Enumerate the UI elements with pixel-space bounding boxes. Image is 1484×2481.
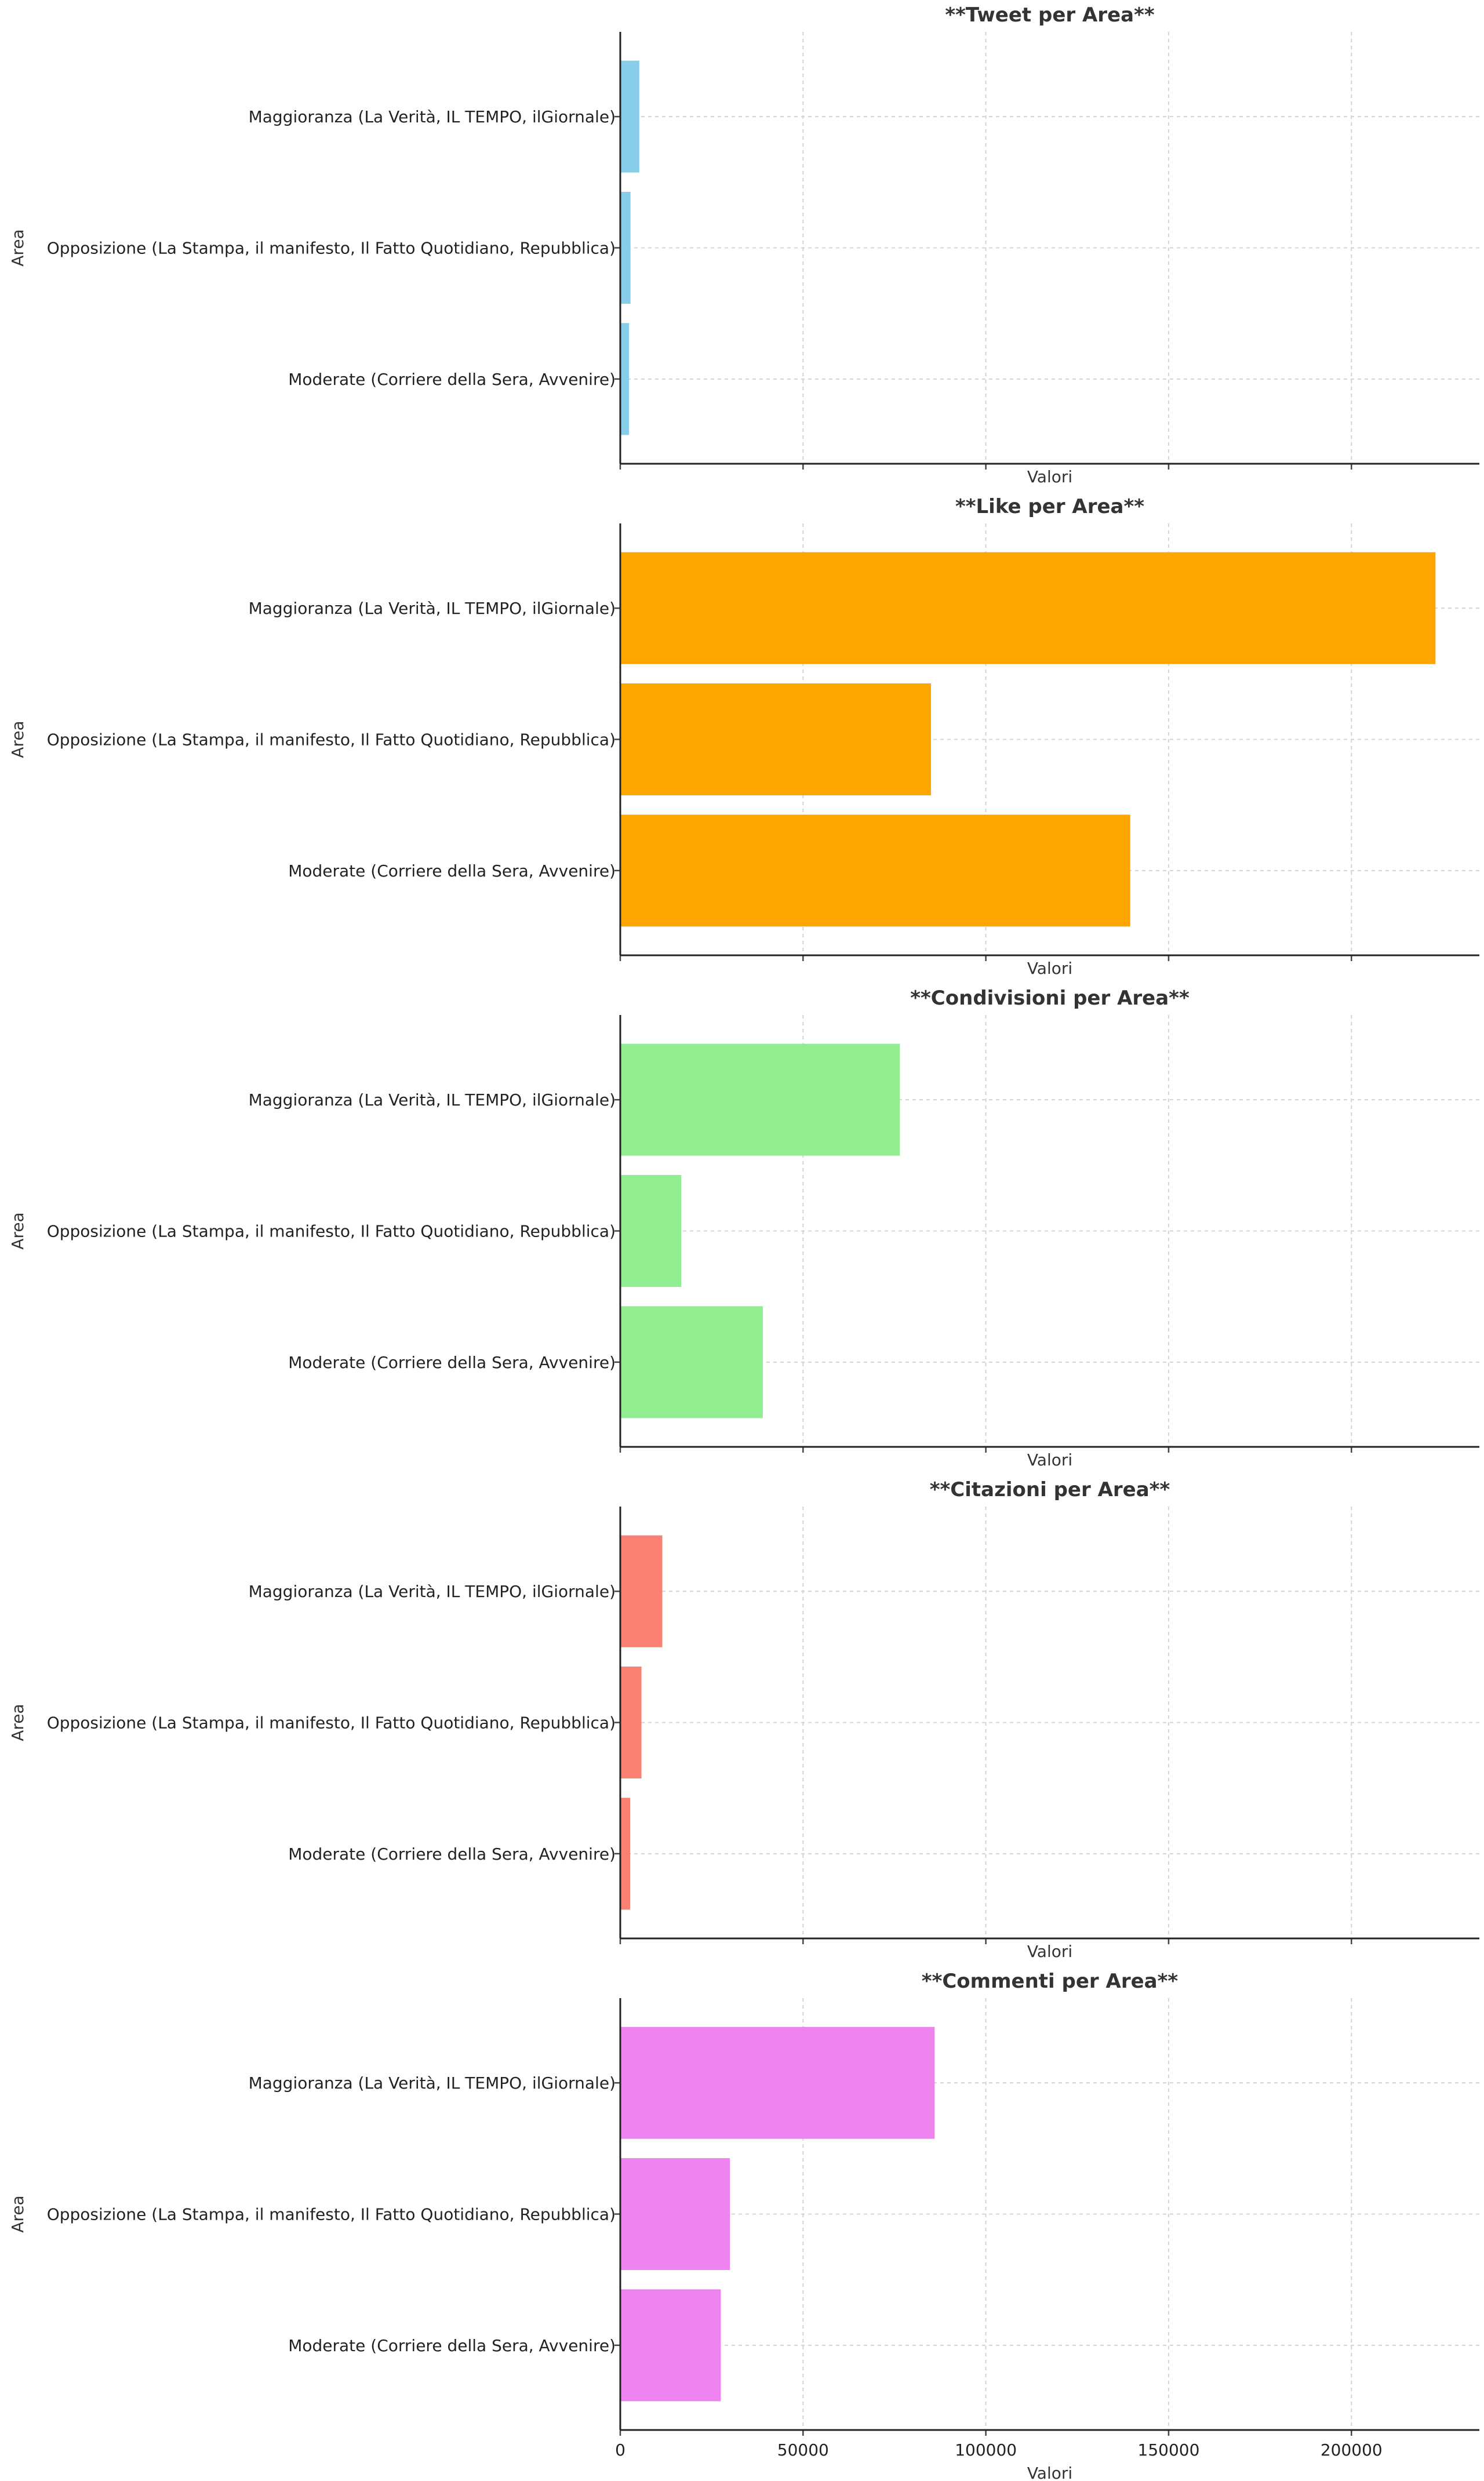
x-tick-label: 50000 [777,2440,829,2460]
bar [620,814,1130,927]
x-axis-label: Valori [1027,2464,1072,2481]
category-label: Opposizione (La Stampa, il manifesto, Il… [47,730,616,750]
x-tick-label: 200000 [1321,2440,1383,2460]
x-tick-label: 100000 [955,2440,1017,2460]
category-label: Maggioranza (La Verità, IL TEMPO, ilGior… [249,599,616,618]
x-axis-label: Valori [1027,1450,1072,1469]
panel-title: **Condivisioni per Area** [910,987,1190,1010]
bar [620,683,932,795]
bar [620,1043,900,1156]
panel-title: **Citazioni per Area** [930,1478,1170,1501]
bar [620,1175,682,1287]
category-label: Maggioranza (La Verità, IL TEMPO, ilGior… [249,1090,616,1109]
category-label: Moderate (Corriere della Sera, Avvenire) [288,1353,616,1372]
category-label: Maggioranza (La Verità, IL TEMPO, ilGior… [249,2073,616,2093]
y-axis-label: Area [8,229,27,266]
y-axis-label: Area [8,1212,27,1249]
chart-panel: **Tweet per Area** Maggioranza (La Verità… [8,3,1479,486]
bar [620,1535,663,1647]
bar [620,1798,631,1910]
y-axis-label: Area [8,2195,27,2232]
x-axis-label: Valori [1027,1942,1072,1961]
y-axis-label: Area [8,721,27,758]
category-label: Opposizione (La Stampa, il manifesto, Il… [47,1714,616,1733]
y-axis-label: Area [8,1704,27,1741]
category-label: Opposizione (La Stampa, il manifesto, Il… [47,2205,616,2224]
bar [620,2158,730,2270]
category-label: Opposizione (La Stampa, il manifesto, Il… [47,1222,616,1241]
bar [620,1306,763,1418]
x-axis-label: Valori [1027,959,1072,978]
bar [620,60,639,173]
category-label: Opposizione (La Stampa, il manifesto, Il… [47,239,616,258]
bar [620,192,631,304]
category-label: Maggioranza (La Verità, IL TEMPO, ilGior… [249,107,616,126]
chart-panel: **Condivisioni per Area** Maggioranza (La… [8,987,1479,1469]
x-axis-label: Valori [1027,467,1072,486]
chart-panel: **Commenti per Area** 0 50000 100000 150000 2… [8,1970,1479,2481]
chart-panel: **Like per Area** Maggioranza (La Verità,… [8,495,1479,978]
category-label: Moderate (Corriere della Sera, Avvenire) [288,370,616,389]
category-label: Moderate (Corriere della Sera, Avvenire) [288,2336,616,2355]
category-label: Moderate (Corriere della Sera, Avvenire) [288,1845,616,1864]
x-tick-label: 0 [615,2440,625,2460]
bar [620,1667,642,1778]
bar [620,2289,721,2402]
category-label: Maggioranza (La Verità, IL TEMPO, ilGior… [249,1582,616,1601]
panel-title: **Commenti per Area** [922,1970,1179,1993]
x-tick-label: 150000 [1138,2440,1200,2460]
panel-title: **Tweet per Area** [945,3,1155,27]
bar [620,552,1436,664]
bar [620,323,630,435]
category-label: Moderate (Corriere della Sera, Avvenire) [288,861,616,881]
chart-panel: **Citazioni per Area** Maggioranza (La Ve… [8,1478,1479,1961]
bar [620,2027,935,2139]
panel-title: **Like per Area** [955,495,1144,518]
